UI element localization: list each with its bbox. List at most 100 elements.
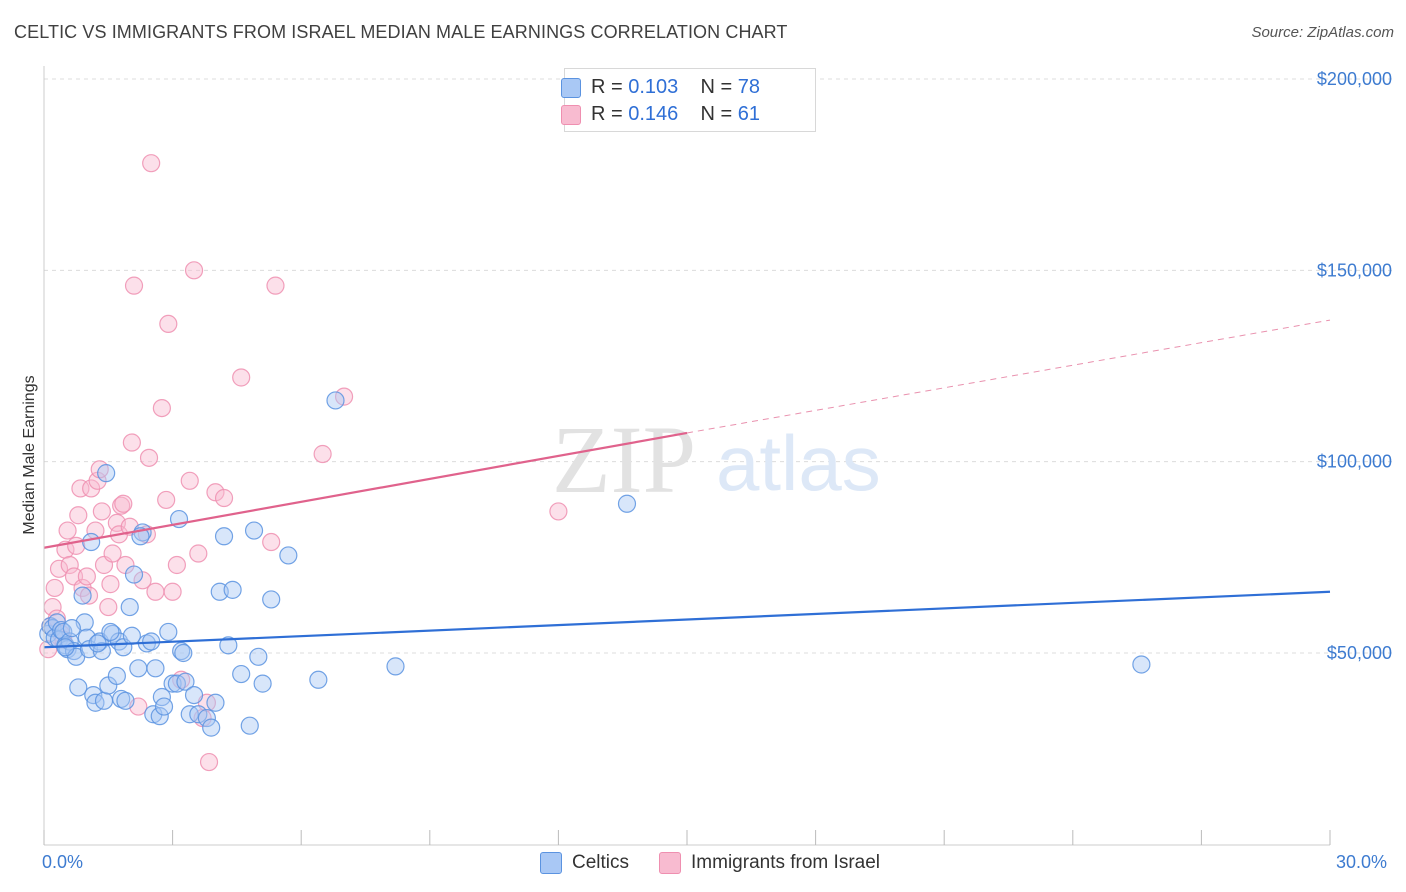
data-point xyxy=(326,391,345,410)
data-point xyxy=(139,448,159,467)
data-point xyxy=(262,590,281,609)
data-point xyxy=(60,555,79,575)
grid-lines xyxy=(44,78,1396,654)
data-point xyxy=(189,544,208,563)
data-point xyxy=(124,276,144,295)
x-axis-max-label: 30.0% xyxy=(1336,852,1388,872)
data-point xyxy=(101,575,120,594)
data-point xyxy=(180,471,199,490)
data-point xyxy=(49,559,69,578)
data-point xyxy=(99,597,118,617)
data-point xyxy=(1132,655,1151,674)
legend-r-label: R = xyxy=(591,75,629,98)
data-point xyxy=(101,622,120,642)
y-axis-title: Median Male Earnings xyxy=(21,375,38,534)
legend-row-israel: R = 0.146 N = 61 xyxy=(561,102,761,126)
data-point xyxy=(54,622,73,642)
legend-swatch-celtics xyxy=(561,78,581,98)
data-point xyxy=(71,479,90,498)
data-point xyxy=(146,659,165,678)
data-point xyxy=(279,546,298,565)
data-point xyxy=(262,532,281,552)
data-point xyxy=(88,634,107,653)
data-point xyxy=(617,494,637,513)
data-point xyxy=(45,578,64,598)
axes xyxy=(43,66,1331,846)
y-tick-label: $200,000 xyxy=(1317,69,1392,89)
data-point xyxy=(232,664,251,684)
data-point xyxy=(219,636,238,655)
legend-item-israel[interactable]: Immigrants from Israel xyxy=(659,852,880,874)
data-point xyxy=(223,580,242,599)
data-point xyxy=(202,718,221,737)
correlation-legend: R = 0.103 N = 78 R = 0.146 N = 61 xyxy=(561,68,816,132)
data-point xyxy=(174,643,193,663)
data-point xyxy=(163,582,182,601)
y-tick-label: $150,000 xyxy=(1317,260,1392,280)
legend-label-celtics: Celtics xyxy=(572,852,630,873)
data-point xyxy=(176,672,195,691)
data-point xyxy=(197,708,216,728)
scatter-points xyxy=(39,154,1151,772)
data-point xyxy=(189,705,208,724)
data-point xyxy=(214,527,234,546)
data-point xyxy=(107,666,126,686)
data-point xyxy=(79,586,99,605)
data-point xyxy=(77,567,96,586)
data-point xyxy=(92,502,111,521)
data-point xyxy=(386,657,405,676)
legend-n-label: N = xyxy=(700,102,738,125)
trend-line-celtics xyxy=(43,590,1331,649)
data-point xyxy=(244,521,264,540)
data-point xyxy=(124,565,144,584)
legend-row-celtics: R = 0.103 N = 78 xyxy=(561,75,760,99)
y-tick-label: $50,000 xyxy=(1327,643,1392,663)
data-point xyxy=(549,502,568,521)
data-point xyxy=(184,261,204,280)
y-tick-label: $100,000 xyxy=(1317,452,1392,472)
data-point xyxy=(159,622,178,642)
data-point xyxy=(103,544,122,563)
series-legend: Celtics Immigrants from Israel xyxy=(540,852,910,874)
data-point xyxy=(62,619,81,638)
data-point xyxy=(120,597,139,617)
data-point xyxy=(313,444,332,464)
data-point xyxy=(240,716,259,735)
trend-line-israel xyxy=(43,431,688,549)
y-tick-labels: $50,000 $100,000 $150,000 $200,000 xyxy=(1317,69,1392,663)
data-point xyxy=(73,586,92,605)
data-point xyxy=(214,488,234,508)
legend-r-label: R = xyxy=(591,102,629,125)
data-point xyxy=(94,691,114,710)
data-point xyxy=(58,521,77,540)
data-point xyxy=(206,693,225,712)
data-point xyxy=(157,490,176,510)
data-point xyxy=(142,154,161,173)
data-point xyxy=(122,626,141,645)
data-point xyxy=(199,752,219,772)
legend-r-value: 0.146 xyxy=(628,102,679,125)
data-point xyxy=(154,697,174,716)
data-point xyxy=(184,685,204,705)
data-point xyxy=(129,659,148,678)
legend-n-value: 61 xyxy=(737,102,761,125)
legend-n-label: N = xyxy=(700,75,738,98)
legend-item-celtics[interactable]: Celtics xyxy=(540,852,629,874)
data-point xyxy=(334,387,354,406)
data-point xyxy=(253,674,272,693)
data-point xyxy=(167,555,186,575)
data-point xyxy=(69,506,88,525)
watermark-atlas: atlas xyxy=(716,419,881,507)
data-point xyxy=(146,582,165,601)
data-point xyxy=(116,691,135,710)
legend-swatch-israel xyxy=(659,852,682,874)
trend-line-israel-extension xyxy=(686,319,1331,434)
data-point xyxy=(97,464,116,483)
data-point xyxy=(249,647,268,666)
data-point xyxy=(150,707,169,726)
source-label: Source: ZipAtlas.com xyxy=(1251,24,1394,41)
data-point xyxy=(82,532,101,552)
x-axis-min-label: 0.0% xyxy=(42,852,84,872)
legend-swatch-celtics xyxy=(540,852,562,874)
